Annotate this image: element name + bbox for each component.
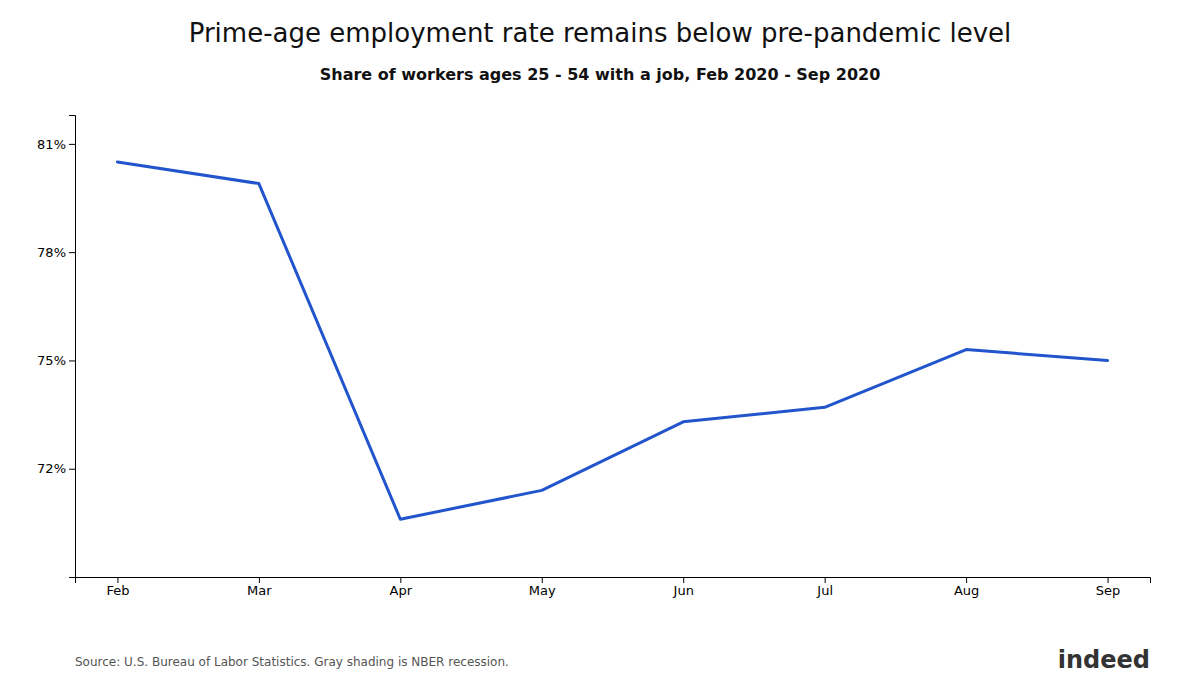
title: Prime-age employment rate remains below … (189, 18, 1012, 48)
tick-mark (966, 577, 967, 583)
tick-mark (400, 577, 401, 583)
y-axis: 72% 75% 78% 81% (37, 116, 75, 578)
tick-mark (1108, 577, 1109, 583)
tick-label: Sep (1096, 583, 1121, 598)
tick-label: 78% (37, 245, 66, 260)
tick-label: Jul (816, 583, 833, 598)
tick: Jul (816, 577, 833, 598)
tick-mark (69, 144, 75, 145)
tick-label: May (529, 583, 556, 598)
tick-label: Aug (954, 583, 979, 598)
tick: 81% (37, 137, 75, 152)
chart: Prime-age employment rate remains below … (0, 0, 1200, 682)
tick-label: Apr (390, 583, 413, 598)
tick-label: Mar (247, 583, 272, 598)
tick: Feb (106, 577, 129, 598)
source: Source: U.S. Bureau of Labor Statistics.… (75, 655, 509, 669)
tick: May (529, 577, 556, 598)
tick-mark (69, 469, 75, 470)
tick-label: 75% (37, 353, 66, 368)
tick-mark (542, 577, 543, 583)
tick: 78% (37, 245, 75, 260)
tick: Mar (247, 577, 272, 598)
tick-label: Feb (106, 583, 129, 598)
x-axis: Feb Mar Apr May Jun Jul Aug Sep (76, 577, 1151, 598)
tick: 75% (37, 353, 75, 368)
tick-mark (69, 360, 75, 361)
tick-mark (825, 577, 826, 583)
axis-line (69, 116, 76, 578)
tick-mark (683, 577, 684, 583)
axis-line (76, 578, 1151, 584)
tick-mark (259, 577, 260, 583)
marks (117, 162, 1107, 519)
logo-text: indeed (1058, 646, 1150, 674)
tick: Aug (954, 577, 979, 598)
tick-label: Jun (673, 583, 694, 598)
subtitle: Share of workers ages 25 - 54 with a job… (320, 65, 881, 84)
tick-label: 81% (37, 137, 66, 152)
tick-mark (69, 252, 75, 253)
tick-label: 72% (37, 461, 66, 476)
tick: Sep (1096, 577, 1121, 598)
line (117, 162, 1107, 519)
tick: 72% (37, 461, 75, 476)
tick: Jun (673, 577, 694, 598)
tick-mark (117, 577, 118, 583)
tick: Apr (390, 577, 413, 598)
plot: 72% 75% 78% 81% Feb Mar Apr May Jun Jul Aug Sep (37, 116, 1150, 599)
